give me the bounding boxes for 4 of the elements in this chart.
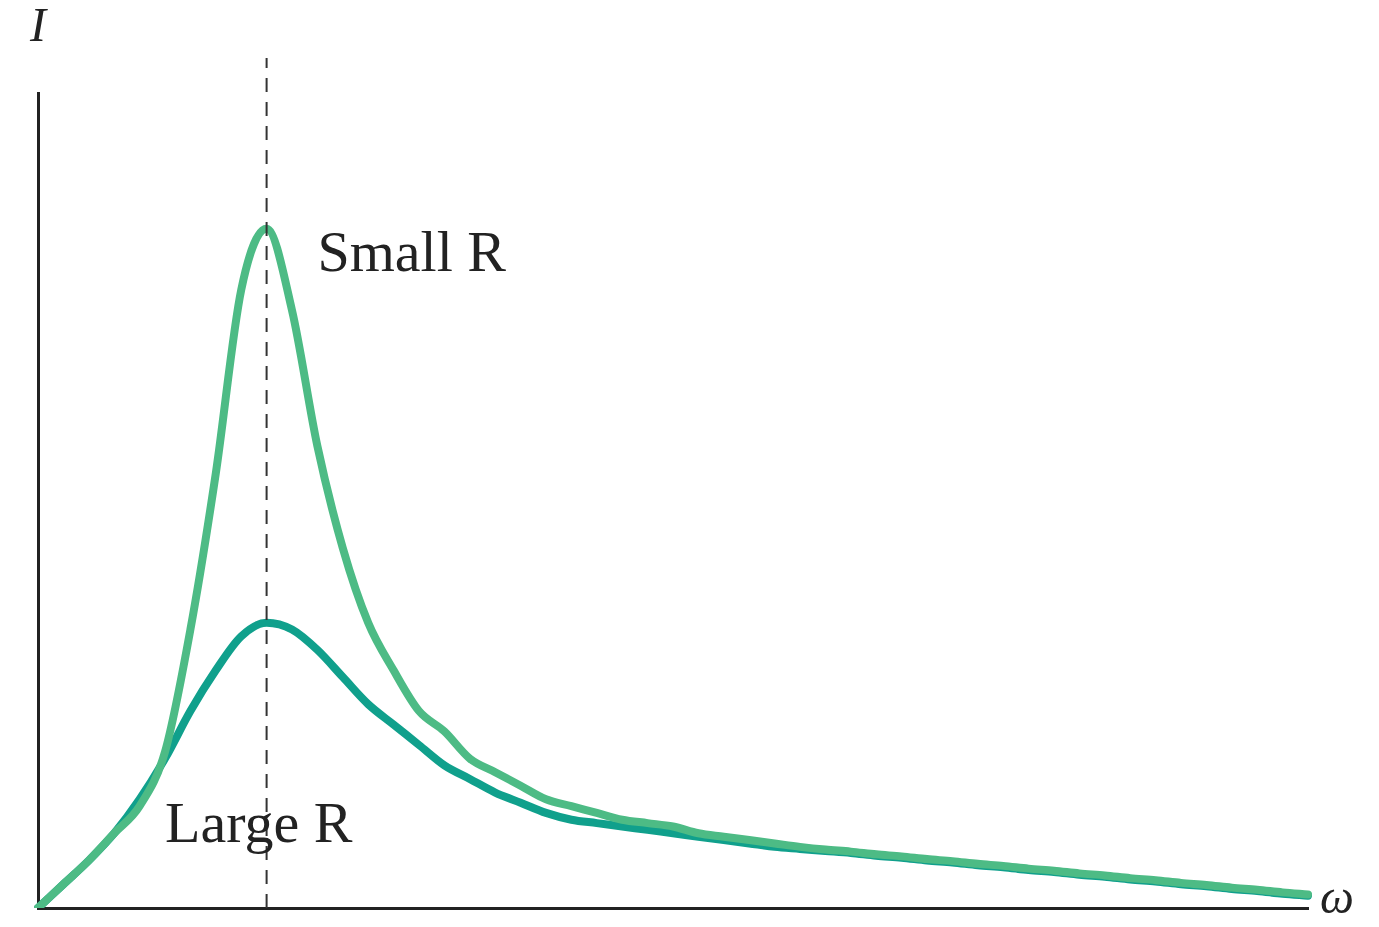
y-axis-title: I bbox=[29, 0, 49, 51]
x-axis-title: ω bbox=[1320, 869, 1354, 923]
annotation: Small R bbox=[317, 219, 507, 285]
annotation: Large R bbox=[165, 789, 353, 855]
